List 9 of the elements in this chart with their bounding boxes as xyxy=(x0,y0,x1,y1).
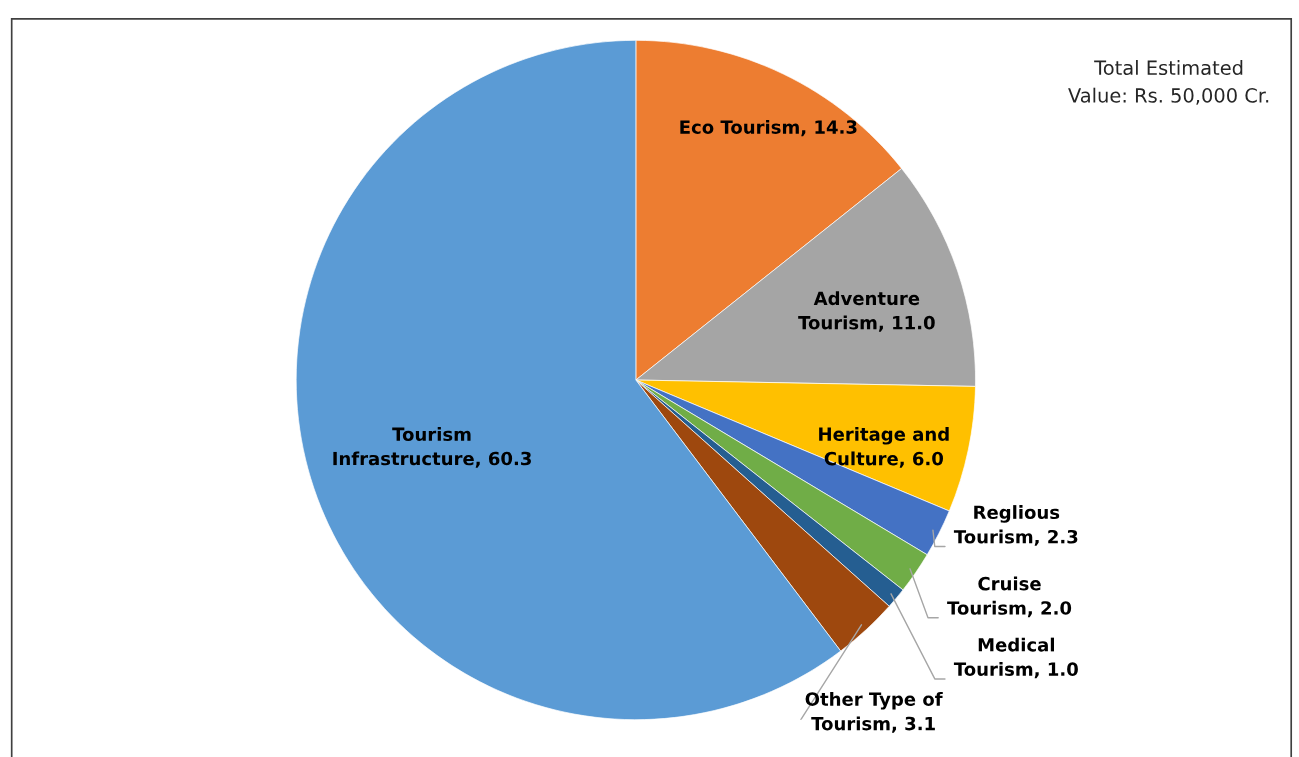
slice-label: Adventure Tourism, 11.0 xyxy=(798,291,935,332)
slice-label: Cruise Tourism, 2.0 xyxy=(947,576,1072,618)
slice-label: Tourism Infrastructure, 60.3 xyxy=(333,427,531,468)
slice-label: Reglious Tourism, 2.3 xyxy=(953,505,1078,546)
slice-label: Eco Tourism, 14.3 xyxy=(680,119,857,137)
slice-label: Medical Tourism, 1.0 xyxy=(953,637,1078,679)
slice-label: Other Type of Tourism, 3.1 xyxy=(805,691,943,733)
slice-label: Heritage and Culture, 6.0 xyxy=(819,426,949,468)
text: Total Estimated Value: Rs. 50,000 Cr. xyxy=(1068,60,1269,105)
